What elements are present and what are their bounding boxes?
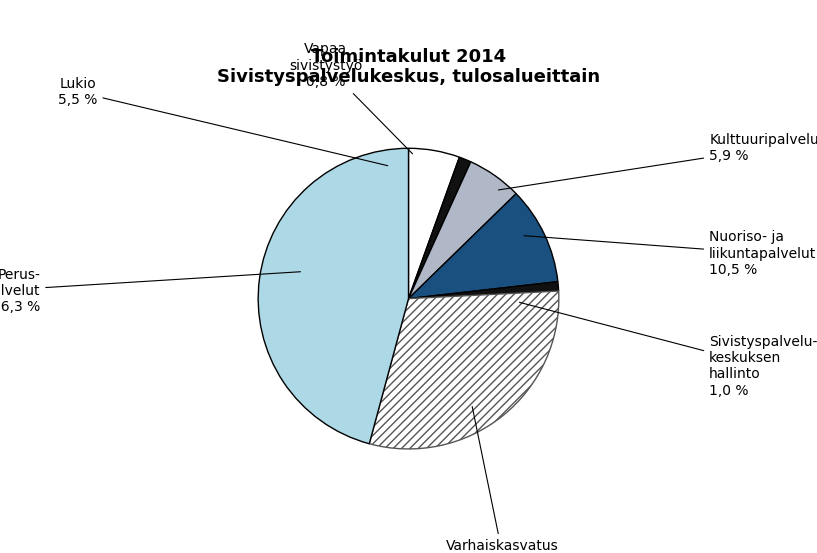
Text: Vapaa
sivistystyö
0,8 %: Vapaa sivistystyö 0,8 % — [289, 43, 413, 154]
Text: Kulttuuripalvelut
5,9 %: Kulttuuripalvelut 5,9 % — [498, 133, 817, 190]
Wedge shape — [258, 148, 408, 444]
Text: Lukio
5,5 %: Lukio 5,5 % — [58, 77, 388, 166]
Title: Toimintakulut 2014
Sivistyspalvelukeskus, tulosalueittain: Toimintakulut 2014 Sivistyspalvelukeskus… — [217, 48, 600, 86]
Text: Perus-
opetuspalvelut
46,3 %: Perus- opetuspalvelut 46,3 % — [0, 268, 301, 314]
Text: Nuoriso- ja
liikuntapalvelut
10,5 %: Nuoriso- ja liikuntapalvelut 10,5 % — [524, 230, 816, 276]
Wedge shape — [408, 281, 559, 299]
Text: Sivistyspalvelu-
keskuksen
hallinto
1,0 %: Sivistyspalvelu- keskuksen hallinto 1,0 … — [520, 302, 817, 398]
Wedge shape — [408, 162, 516, 299]
Wedge shape — [408, 194, 558, 299]
Text: Varhaiskasvatus
30,0 %: Varhaiskasvatus 30,0 % — [446, 406, 559, 553]
Wedge shape — [408, 148, 459, 299]
Wedge shape — [369, 291, 559, 449]
Wedge shape — [408, 157, 471, 299]
